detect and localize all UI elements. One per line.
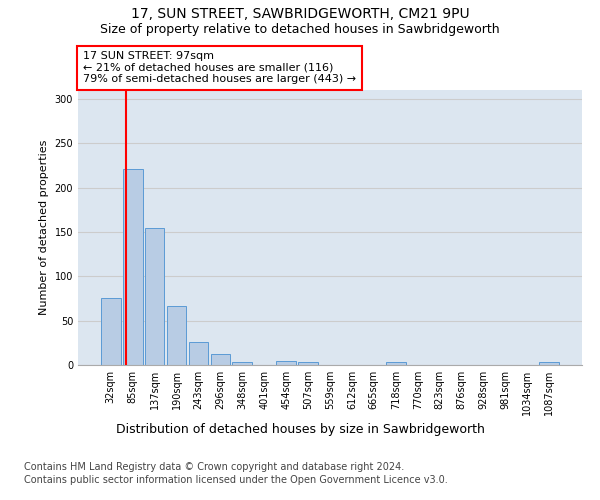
Bar bbox=[145, 228, 164, 365]
Bar bbox=[211, 354, 230, 365]
Text: Distribution of detached houses by size in Sawbridgeworth: Distribution of detached houses by size … bbox=[116, 422, 484, 436]
Y-axis label: Number of detached properties: Number of detached properties bbox=[39, 140, 49, 315]
Bar bbox=[188, 342, 208, 365]
Bar bbox=[539, 362, 559, 365]
Bar bbox=[232, 362, 252, 365]
Text: Size of property relative to detached houses in Sawbridgeworth: Size of property relative to detached ho… bbox=[100, 22, 500, 36]
Bar bbox=[386, 362, 406, 365]
Bar bbox=[123, 169, 143, 365]
Bar bbox=[101, 298, 121, 365]
Bar bbox=[167, 306, 187, 365]
Bar bbox=[276, 362, 296, 365]
Text: 17 SUN STREET: 97sqm
← 21% of detached houses are smaller (116)
79% of semi-deta: 17 SUN STREET: 97sqm ← 21% of detached h… bbox=[83, 52, 356, 84]
Text: Contains public sector information licensed under the Open Government Licence v3: Contains public sector information licen… bbox=[24, 475, 448, 485]
Text: Contains HM Land Registry data © Crown copyright and database right 2024.: Contains HM Land Registry data © Crown c… bbox=[24, 462, 404, 472]
Bar bbox=[298, 362, 318, 365]
Text: 17, SUN STREET, SAWBRIDGEWORTH, CM21 9PU: 17, SUN STREET, SAWBRIDGEWORTH, CM21 9PU bbox=[131, 8, 469, 22]
